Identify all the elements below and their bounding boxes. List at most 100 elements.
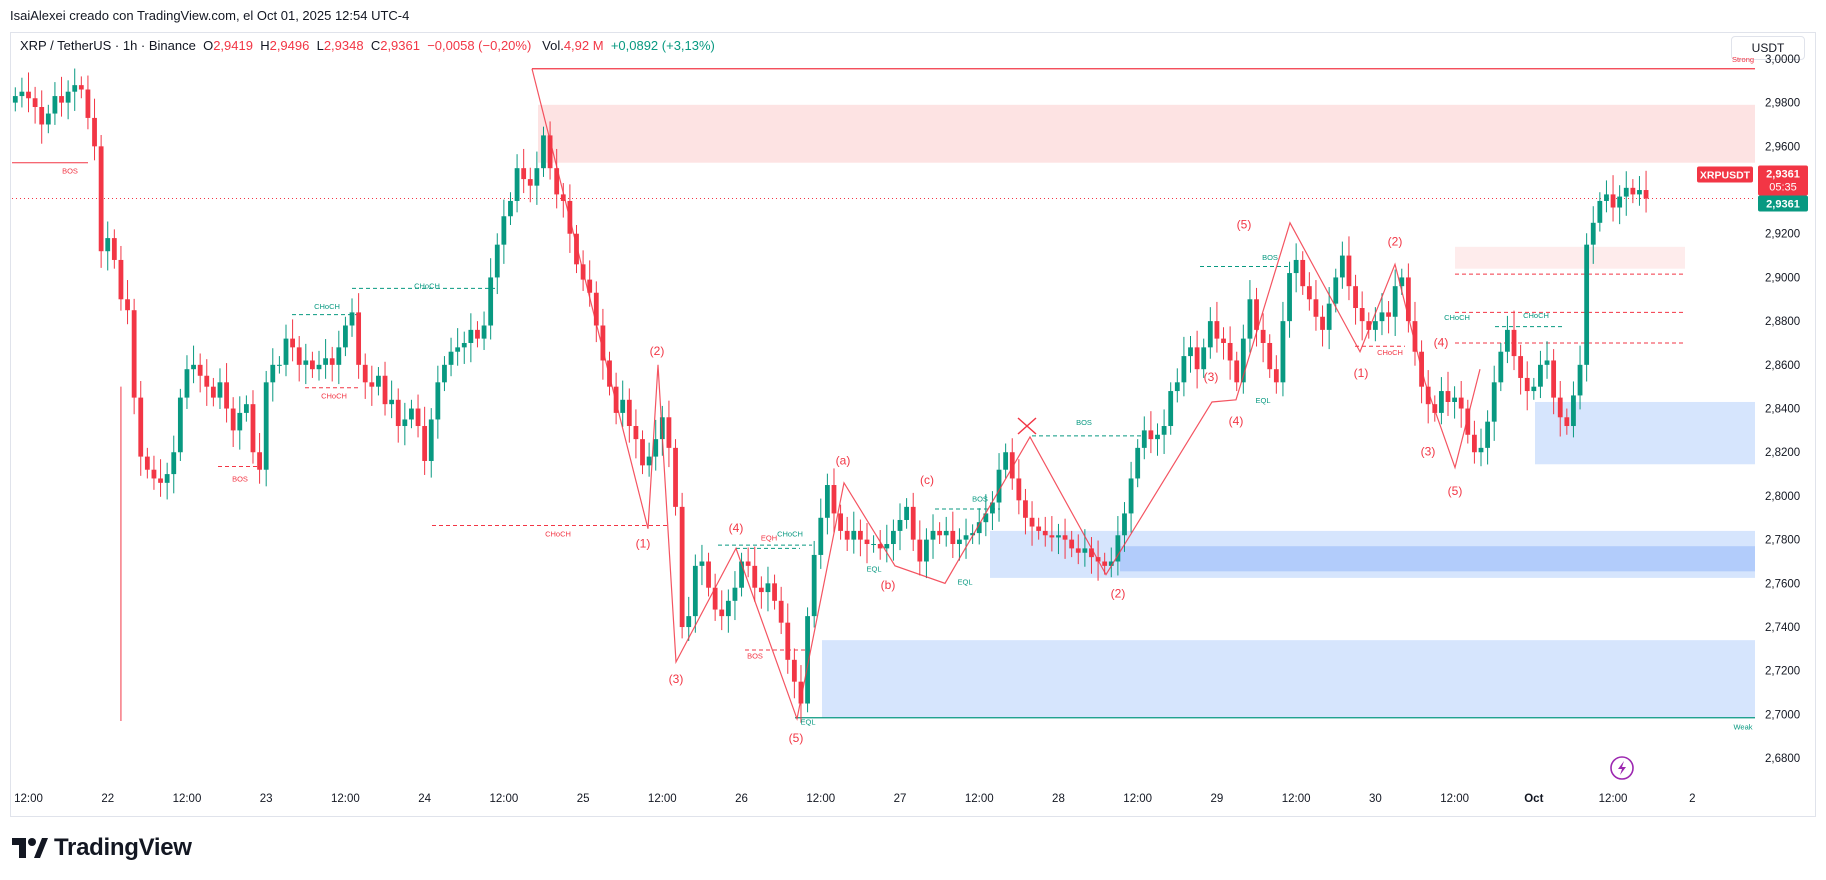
candle-body	[39, 106, 45, 125]
wave-label: (1)	[636, 536, 651, 550]
candle-body	[1287, 273, 1292, 322]
candle-body	[32, 98, 38, 107]
candle-body	[1300, 259, 1306, 287]
time-tick-label: 12:00	[489, 793, 518, 805]
wave-label: (4)	[729, 521, 744, 535]
candle-body	[1293, 259, 1299, 274]
candle-body	[626, 399, 632, 427]
candle-body	[415, 408, 421, 427]
time-tick-label: 24	[418, 793, 431, 805]
structure-label: CHoCH	[777, 529, 803, 538]
wave-label: (5)	[1237, 217, 1252, 231]
candle-body	[1207, 321, 1213, 348]
candle-body	[1089, 548, 1094, 558]
structure-label: BOS	[1076, 418, 1092, 427]
candle-body	[59, 96, 64, 103]
wave-line	[531, 68, 1481, 722]
legend-low: 2,9348	[323, 38, 364, 53]
candle-body	[745, 561, 751, 566]
price-tick-label: 2,8200	[1765, 447, 1800, 459]
wave-label: (1)	[1354, 366, 1369, 380]
candle-body	[138, 397, 144, 457]
wave-label: (2)	[1388, 235, 1403, 249]
candle-body	[1472, 434, 1477, 453]
candle-body	[752, 565, 758, 588]
time-tick-label: 27	[894, 793, 907, 805]
candle-body	[1379, 312, 1385, 322]
candle-body	[1194, 347, 1200, 370]
candle-body	[1333, 277, 1339, 304]
price-tag-value: 2,9361	[1766, 169, 1800, 181]
candle-body	[963, 535, 969, 540]
symbol-name[interactable]: XRP / TetherUS · 1h · Binance	[20, 38, 196, 53]
candle-body	[323, 358, 329, 365]
candle-body	[719, 609, 725, 617]
candle-body	[937, 530, 943, 536]
candle-body	[250, 404, 256, 453]
candle-body	[1610, 194, 1616, 208]
structure-label: CHoCH	[1377, 348, 1403, 357]
currency-button[interactable]: USDT	[1731, 36, 1805, 60]
candle-body	[1538, 364, 1543, 387]
candle-body	[607, 360, 612, 387]
wave-label: (4)	[1434, 335, 1449, 349]
candle-body	[475, 329, 480, 339]
time-tick-label: 26	[735, 793, 748, 805]
candle-body	[791, 659, 797, 682]
time-tick-label: 12:00	[1123, 793, 1152, 805]
flash-icon[interactable]	[1610, 756, 1634, 780]
time-tick-label: Oct	[1524, 793, 1543, 805]
candle-body	[904, 506, 910, 520]
candle-body	[1273, 369, 1279, 383]
candle-body	[1372, 321, 1378, 330]
demand-zone	[822, 640, 1755, 718]
candle-body	[422, 426, 428, 461]
candle-body	[1544, 360, 1550, 365]
candle-body	[1359, 308, 1365, 322]
candle-body	[1128, 478, 1134, 514]
candle-body	[1234, 360, 1240, 383]
candle-body	[230, 408, 236, 431]
symbol-tag	[1697, 166, 1753, 183]
time-tick-label: 12:00	[331, 793, 360, 805]
candle-body	[290, 338, 295, 348]
candle-body	[1254, 299, 1259, 330]
time-tick-label: 12:00	[648, 793, 677, 805]
candle-body	[1082, 548, 1088, 553]
wave-label: (2)	[650, 344, 665, 358]
candle-body	[831, 485, 837, 514]
price-tick-label: 3,0000	[1765, 54, 1800, 66]
legend-change: −0,0058 (−0,20%)	[427, 38, 532, 53]
price-tick-label: 2,9200	[1765, 229, 1800, 241]
wave-label: (2)	[1111, 587, 1126, 601]
candle-body	[171, 452, 177, 475]
candle-body	[402, 419, 408, 427]
candle-body	[1108, 561, 1114, 566]
candle-body	[1597, 200, 1603, 223]
tradingview-logo[interactable]: TradingView	[12, 834, 192, 862]
candle-body	[1478, 447, 1484, 453]
candle-body	[640, 439, 645, 466]
candle-body	[950, 530, 956, 545]
candle-body	[1590, 222, 1596, 245]
symbol-legend: XRP / TetherUS · 1h · Binance O2,9419 H2…	[20, 38, 715, 53]
time-tick-label: 28	[1052, 793, 1065, 805]
wave-label: (5)	[1448, 484, 1463, 498]
candle-body	[310, 360, 315, 370]
candle-body	[1247, 299, 1253, 339]
candle-body	[1036, 526, 1042, 531]
candle-body	[1551, 360, 1557, 398]
wave-lines-layer	[531, 68, 1481, 722]
candle-body	[554, 168, 560, 195]
candle-body	[1122, 513, 1127, 536]
wave-label: (c)	[920, 473, 934, 487]
candle-body	[409, 408, 414, 420]
time-tick-label: 12:00	[1440, 793, 1469, 805]
candle-body	[560, 194, 566, 201]
legend-open: 2,9419	[213, 38, 253, 53]
supply-zone	[1455, 246, 1685, 269]
candle-body	[891, 530, 896, 545]
candle-body	[442, 364, 447, 383]
legend-l-label: L	[316, 38, 324, 53]
